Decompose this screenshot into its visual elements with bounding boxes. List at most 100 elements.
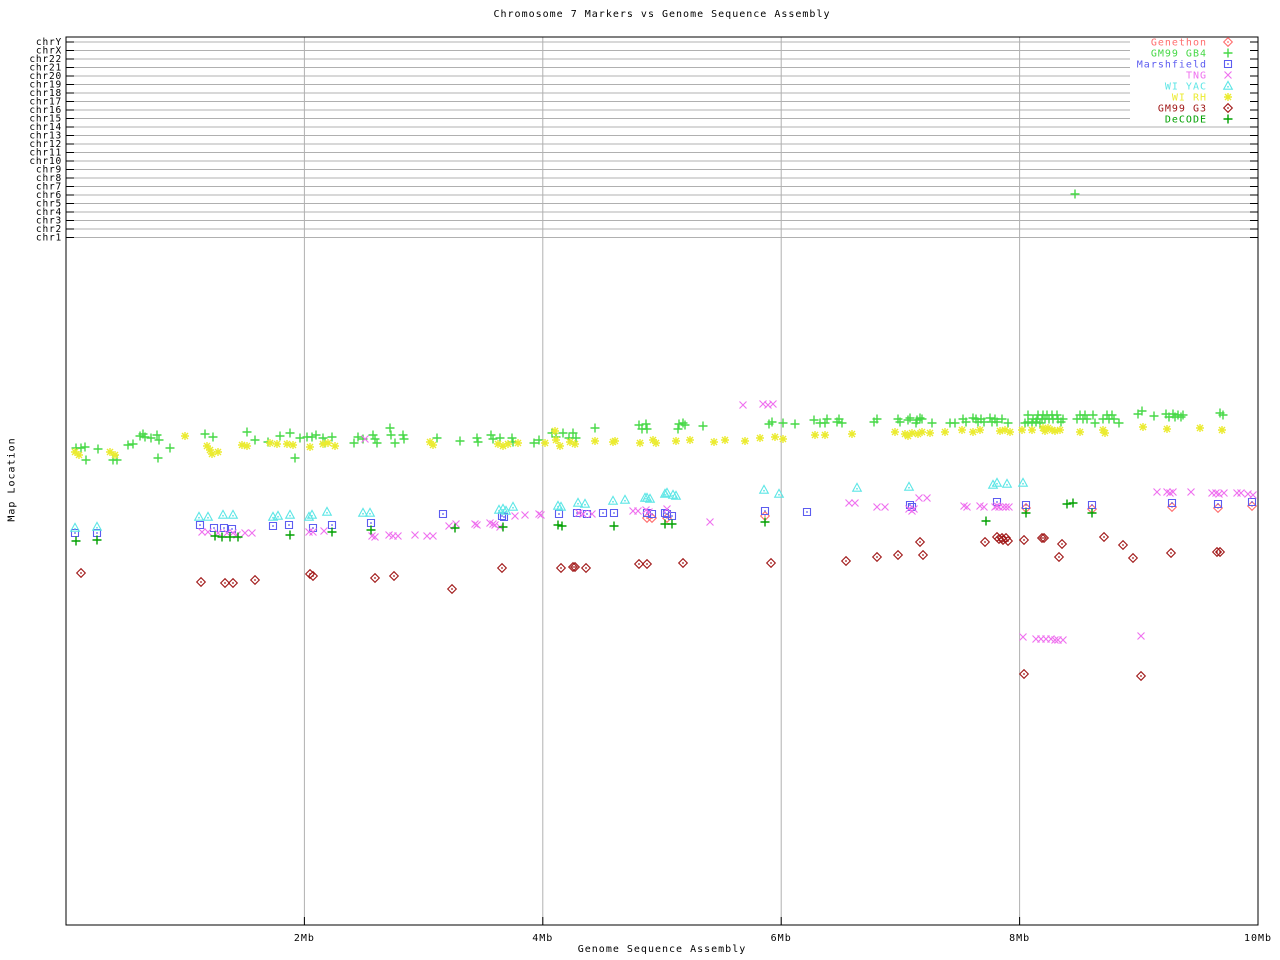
legend-entry-gm99-g3: GM99 G3 xyxy=(1158,102,1234,115)
marker-point xyxy=(369,572,381,584)
center-dot xyxy=(272,516,274,519)
marker-point xyxy=(227,509,239,519)
diamond-dot-glyph xyxy=(388,570,400,582)
x-glyph xyxy=(241,529,249,537)
marker-point xyxy=(243,442,251,450)
marker-point xyxy=(1019,633,1027,641)
marker-point xyxy=(1018,668,1030,680)
center-dot xyxy=(207,516,209,519)
star-glyph xyxy=(238,441,246,449)
marker-point xyxy=(976,426,984,434)
marker-point xyxy=(1135,670,1147,682)
marker-point xyxy=(203,442,211,450)
square-dot-glyph xyxy=(1087,500,1097,510)
star-glyph xyxy=(741,437,749,445)
plus-glyph xyxy=(905,413,915,423)
center-dot xyxy=(451,588,453,590)
ytick-label-chr19: chr19 xyxy=(29,80,62,91)
x-glyph xyxy=(1019,633,1027,641)
plus-glyph xyxy=(123,440,133,450)
plus-glyph xyxy=(353,432,363,442)
marker-point xyxy=(227,524,237,534)
star-glyph xyxy=(331,442,339,450)
plus-glyph xyxy=(950,418,960,428)
star-glyph xyxy=(1018,426,1026,434)
marker-point xyxy=(590,423,600,433)
marker-point xyxy=(366,525,376,535)
diamond-dot-glyph xyxy=(1000,532,1012,544)
marker-point xyxy=(511,512,519,520)
marker-point xyxy=(1068,498,1078,508)
plus-glyph xyxy=(385,423,395,433)
center-dot xyxy=(1251,501,1253,503)
marker-point xyxy=(1048,426,1056,434)
center-dot xyxy=(362,512,364,515)
triangle-dot-glyph xyxy=(284,509,296,519)
plus-glyph xyxy=(285,428,295,438)
center-dot xyxy=(80,572,82,574)
marker-point xyxy=(652,439,660,447)
square-dot-glyph xyxy=(219,523,229,533)
diamond-dot-glyph xyxy=(914,536,926,548)
marker-point xyxy=(423,532,431,540)
x-glyph xyxy=(1233,489,1241,497)
marker-point xyxy=(557,521,567,531)
legend-entry-wi-yac: WI YAC xyxy=(1165,80,1234,93)
marker-point xyxy=(1178,410,1188,420)
star-glyph xyxy=(958,426,966,434)
center-dot xyxy=(1025,504,1027,506)
plus-glyph xyxy=(903,415,913,425)
plus-glyph xyxy=(76,443,86,453)
x-glyph xyxy=(521,511,529,519)
marker-point xyxy=(1044,424,1052,432)
marker-point xyxy=(969,428,977,436)
triangle-dot-glyph xyxy=(1017,477,1029,487)
marker-point xyxy=(514,439,522,447)
marker-point xyxy=(551,427,559,435)
marker-point xyxy=(372,438,382,448)
diamond-dot-glyph xyxy=(219,577,231,589)
star-glyph xyxy=(552,436,560,444)
triangle-dot-glyph xyxy=(193,511,205,521)
center-dot xyxy=(1227,85,1229,88)
ytick-label-chr11: chr11 xyxy=(29,148,62,159)
plus-glyph xyxy=(472,433,482,443)
plus-glyph xyxy=(217,532,227,542)
marker-point xyxy=(636,439,644,447)
series-tng xyxy=(198,400,1257,644)
star-glyph xyxy=(319,440,327,448)
diamond-dot-glyph xyxy=(1056,538,1068,550)
marker-point xyxy=(368,430,378,440)
marker-point xyxy=(306,509,318,519)
legend-entry-tng: TNG xyxy=(1186,71,1232,82)
triangle-dot-glyph xyxy=(202,511,214,521)
square-dot-glyph xyxy=(327,520,337,530)
marker-point xyxy=(672,437,680,445)
marker-point xyxy=(146,433,156,443)
marker-point xyxy=(572,497,584,507)
marker-point xyxy=(242,427,252,437)
center-dot xyxy=(1227,63,1229,65)
star-glyph xyxy=(1099,426,1107,434)
legend-entry-gm99-gb4: GM99 GB4 xyxy=(1151,48,1233,60)
star-glyph xyxy=(891,428,899,436)
marker-point xyxy=(558,428,568,438)
center-dot xyxy=(806,511,808,513)
marker-point xyxy=(710,438,718,446)
marker-point xyxy=(845,499,853,507)
plus-glyph xyxy=(233,532,243,542)
x-glyph xyxy=(739,401,747,409)
center-dot xyxy=(856,487,858,490)
marker-point xyxy=(473,521,481,529)
marker-point xyxy=(284,520,294,530)
x-glyph xyxy=(309,528,317,536)
x-glyph xyxy=(764,401,772,409)
marker-point xyxy=(667,519,677,529)
marker-point xyxy=(678,418,688,428)
marker-point xyxy=(1165,547,1177,559)
center-dot xyxy=(1227,107,1229,109)
marker-point xyxy=(494,440,502,448)
marker-point xyxy=(321,506,333,516)
x-glyph xyxy=(1249,491,1257,499)
